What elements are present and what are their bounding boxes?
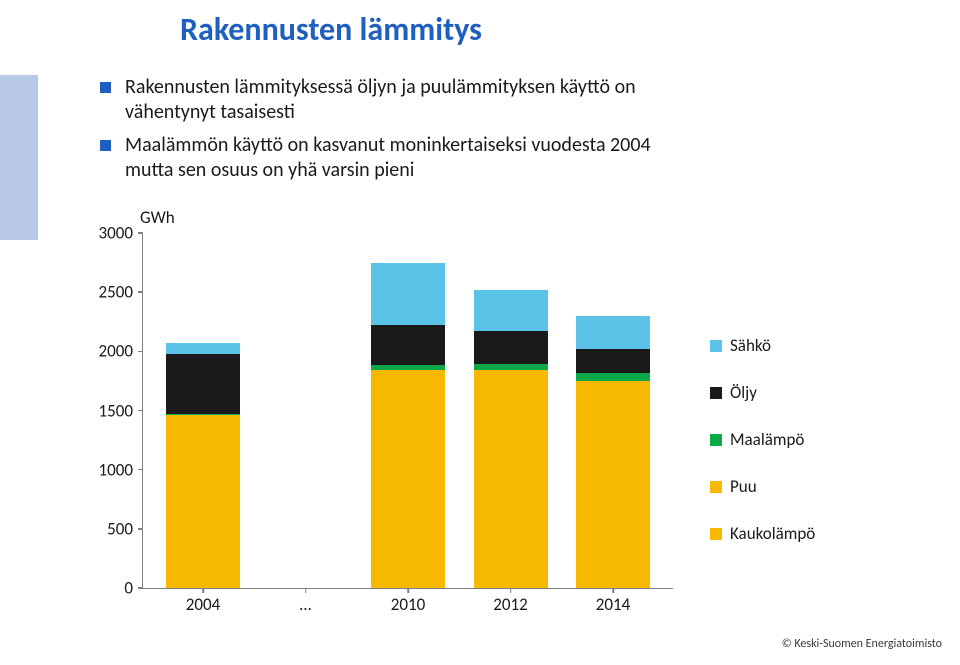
bullet-marker: [100, 82, 111, 93]
slide-title: Rakennusten lämmitys: [180, 10, 482, 49]
legend-label: Öljy: [730, 382, 757, 403]
bar-segment: [166, 431, 240, 588]
legend-label: Maalämpö: [730, 429, 804, 450]
y-tick-mark: [138, 469, 143, 471]
chart: GWh 0500100015002000250030002004…2010201…: [90, 205, 870, 625]
y-tick-mark: [138, 410, 143, 412]
x-tick-mark: [305, 588, 307, 593]
y-tick-mark: [138, 232, 143, 234]
bullet-marker: [100, 140, 111, 151]
bar-segment: [371, 263, 445, 326]
bullet-list: Rakennusten lämmityksessä öljyn ja puulä…: [100, 75, 660, 191]
legend-item: Maalämpö: [710, 429, 815, 450]
bar-segment: [166, 343, 240, 354]
bar-segment: [166, 415, 240, 430]
legend-item: Sähkö: [710, 335, 815, 356]
x-tick-mark: [510, 588, 512, 593]
y-tick-label: 3000: [99, 223, 143, 244]
legend-item: Öljy: [710, 382, 815, 403]
bullet-item: Rakennusten lämmityksessä öljyn ja puulä…: [100, 75, 660, 125]
bar-segment: [576, 349, 650, 373]
y-tick-mark: [138, 587, 143, 589]
legend-label: Kaukolämpö: [730, 523, 815, 544]
legend-swatch: [710, 481, 722, 493]
bar-segment: [474, 331, 548, 364]
legend-label: Puu: [730, 476, 757, 497]
legend-item: Puu: [710, 476, 815, 497]
bar-segment: [371, 382, 445, 588]
plot-area: 0500100015002000250030002004…20102012201…: [142, 233, 673, 589]
x-tick-mark: [407, 588, 409, 593]
y-tick-label: 1500: [99, 400, 143, 421]
y-tick-label: 2500: [99, 282, 143, 303]
bullet-text: Maalämmön käyttö on kasvanut moninkertai…: [125, 133, 660, 183]
bar-segment: [371, 370, 445, 382]
bar-segment: [474, 290, 548, 330]
bullet-text: Rakennusten lämmityksessä öljyn ja puulä…: [125, 75, 660, 125]
bar-segment: [576, 316, 650, 349]
bar-segment: [576, 373, 650, 381]
bullet-item: Maalämmön käyttö on kasvanut moninkertai…: [100, 133, 660, 183]
legend-swatch: [710, 434, 722, 446]
bar-segment: [166, 414, 240, 415]
legend-label: Sähkö: [730, 335, 771, 356]
legend: Sähkö Öljy Maalämpö Puu Kaukolämpö: [710, 335, 815, 570]
bar-segment: [474, 380, 548, 588]
x-tick-mark: [202, 588, 204, 593]
y-axis-unit: GWh: [140, 207, 175, 228]
bar-segment: [474, 370, 548, 379]
slide-left-accent: [0, 75, 38, 240]
bar-segment: [576, 381, 650, 389]
bar-segment: [371, 325, 445, 365]
legend-item: Kaukolämpö: [710, 523, 815, 544]
y-tick-mark: [138, 291, 143, 293]
legend-swatch: [710, 528, 722, 540]
legend-swatch: [710, 387, 722, 399]
y-tick-mark: [138, 528, 143, 530]
bar-segment: [474, 364, 548, 371]
bar-segment: [576, 389, 650, 588]
y-tick-mark: [138, 351, 143, 353]
x-tick-mark: [612, 588, 614, 593]
y-tick-label: 2000: [99, 341, 143, 362]
bar-segment: [371, 365, 445, 370]
bar-segment: [166, 354, 240, 414]
legend-swatch: [710, 340, 722, 352]
footer-copyright: © Keski-Suomen Energiatoimisto: [782, 637, 942, 651]
y-tick-label: 1000: [99, 459, 143, 480]
